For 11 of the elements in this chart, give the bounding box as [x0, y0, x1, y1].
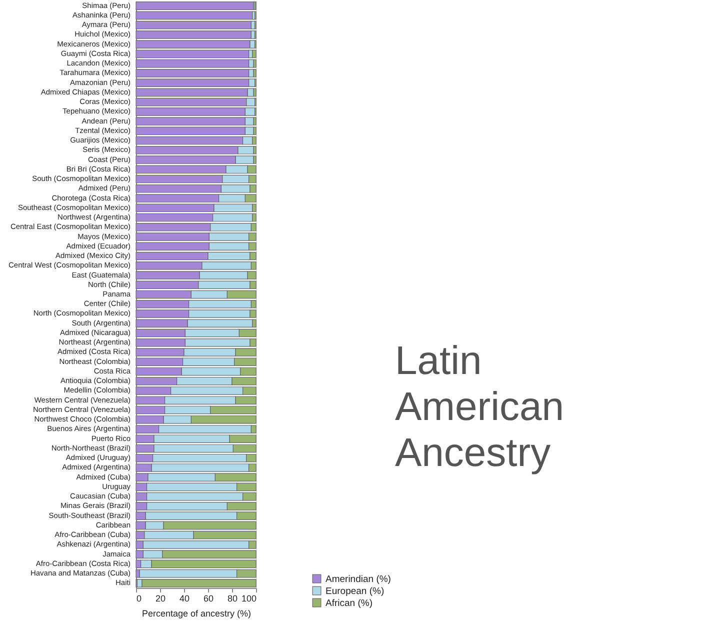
text: Latin American Ancestry — [395, 339, 564, 475]
x-tick-label: 80 — [227, 594, 238, 604]
x-tick-label: 100 — [241, 594, 256, 604]
legend-label: African (%) — [326, 598, 372, 609]
x-tick-label: 0 — [136, 594, 142, 604]
legend-label: Amerindian (%) — [326, 574, 391, 585]
x-tick-label: 20 — [155, 594, 166, 604]
x-tick-label: 60 — [203, 594, 214, 604]
legend-label: European (%) — [326, 586, 384, 597]
x-tick-label: 40 — [179, 594, 190, 604]
x-axis-title: Percentage of ancestry (%) — [142, 608, 252, 618]
